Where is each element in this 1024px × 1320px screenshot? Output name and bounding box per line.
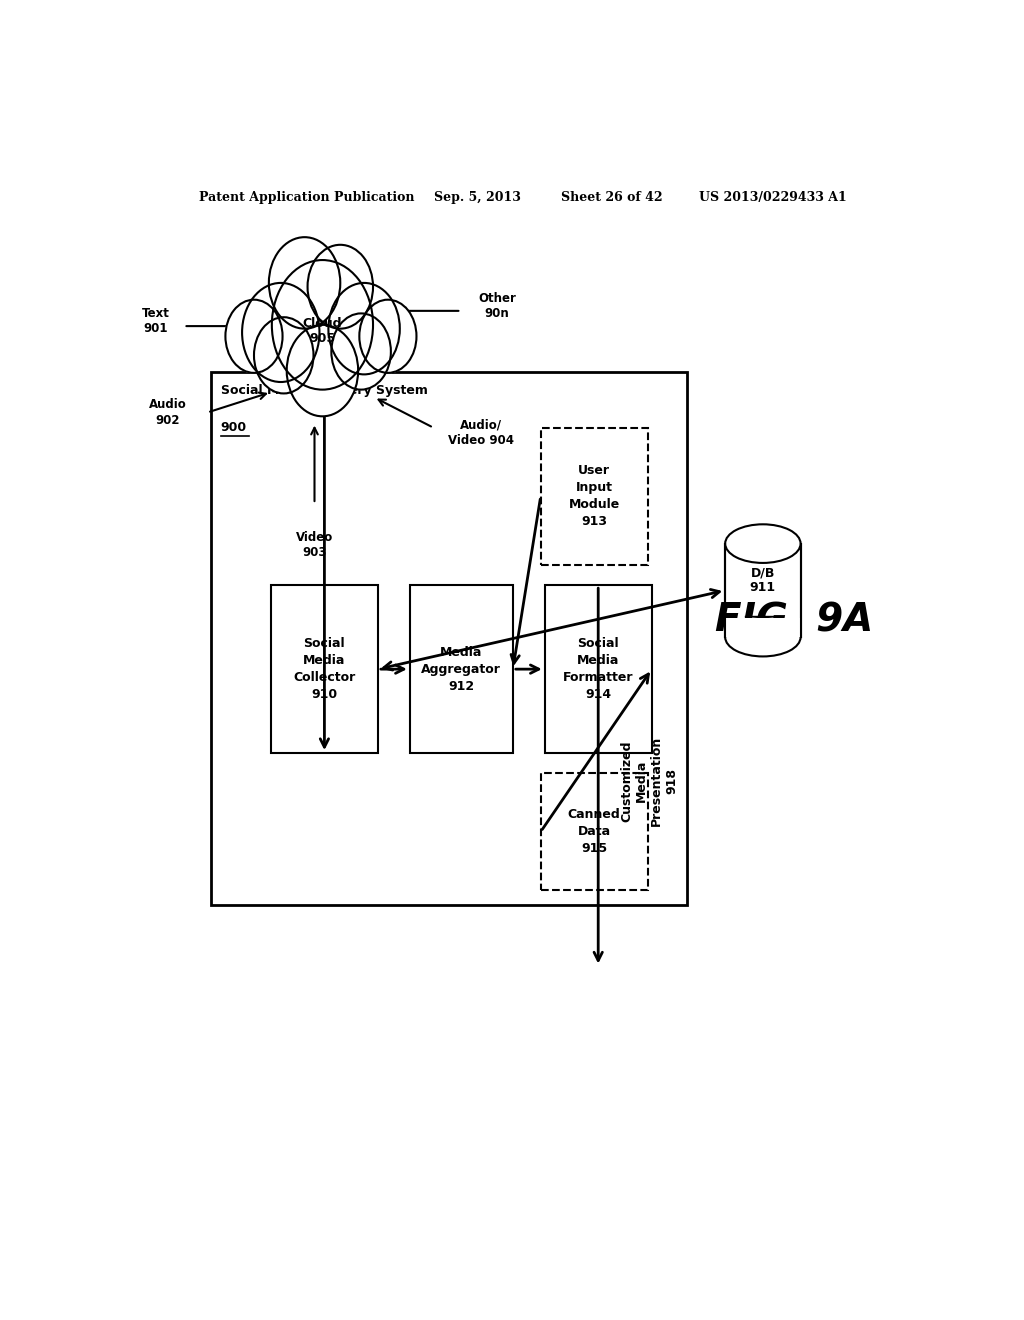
Text: Video
903: Video 903: [296, 531, 333, 558]
Circle shape: [287, 325, 358, 416]
FancyBboxPatch shape: [545, 585, 652, 752]
Text: Social
Media
Collector
910: Social Media Collector 910: [293, 638, 355, 701]
Text: Social
Media
Formatter
914: Social Media Formatter 914: [563, 638, 634, 701]
Text: 900: 900: [221, 421, 247, 434]
Text: Sheet 26 of 42: Sheet 26 of 42: [560, 191, 663, 203]
Text: Other
90n: Other 90n: [478, 292, 516, 319]
Text: Cloud
905: Cloud 905: [303, 317, 342, 346]
FancyBboxPatch shape: [541, 428, 648, 565]
FancyBboxPatch shape: [211, 372, 687, 906]
Text: Canned
Data
915: Canned Data 915: [568, 808, 621, 855]
Bar: [725, 544, 801, 638]
Circle shape: [242, 282, 319, 381]
Text: Audio/
Video 904: Audio/ Video 904: [449, 418, 514, 447]
Text: D/B
911: D/B 911: [750, 566, 776, 594]
Circle shape: [271, 260, 373, 389]
FancyBboxPatch shape: [410, 585, 513, 752]
Circle shape: [254, 317, 313, 393]
FancyBboxPatch shape: [270, 585, 378, 752]
Text: Text
901: Text 901: [142, 308, 170, 335]
Text: Sep. 5, 2013: Sep. 5, 2013: [433, 191, 520, 203]
Circle shape: [359, 300, 417, 372]
Circle shape: [329, 282, 399, 375]
Text: Customized
Media
Presentation
918: Customized Media Presentation 918: [620, 735, 678, 826]
Text: US 2013/0229433 A1: US 2013/0229433 A1: [699, 191, 847, 203]
FancyBboxPatch shape: [541, 774, 648, 890]
Text: Social Media Delivery System: Social Media Delivery System: [221, 384, 428, 397]
Circle shape: [225, 300, 283, 372]
Bar: [724, 618, 802, 638]
Circle shape: [332, 313, 391, 389]
Text: Audio
902: Audio 902: [148, 399, 186, 426]
Ellipse shape: [725, 618, 801, 656]
Circle shape: [269, 238, 340, 329]
Text: FIG. 9A: FIG. 9A: [716, 602, 873, 640]
Text: User
Input
Module
913: User Input Module 913: [568, 465, 620, 528]
Circle shape: [307, 244, 373, 329]
Text: Patent Application Publication: Patent Application Publication: [200, 191, 415, 203]
Text: Media
Aggregator
912: Media Aggregator 912: [421, 645, 502, 693]
Ellipse shape: [725, 524, 801, 562]
